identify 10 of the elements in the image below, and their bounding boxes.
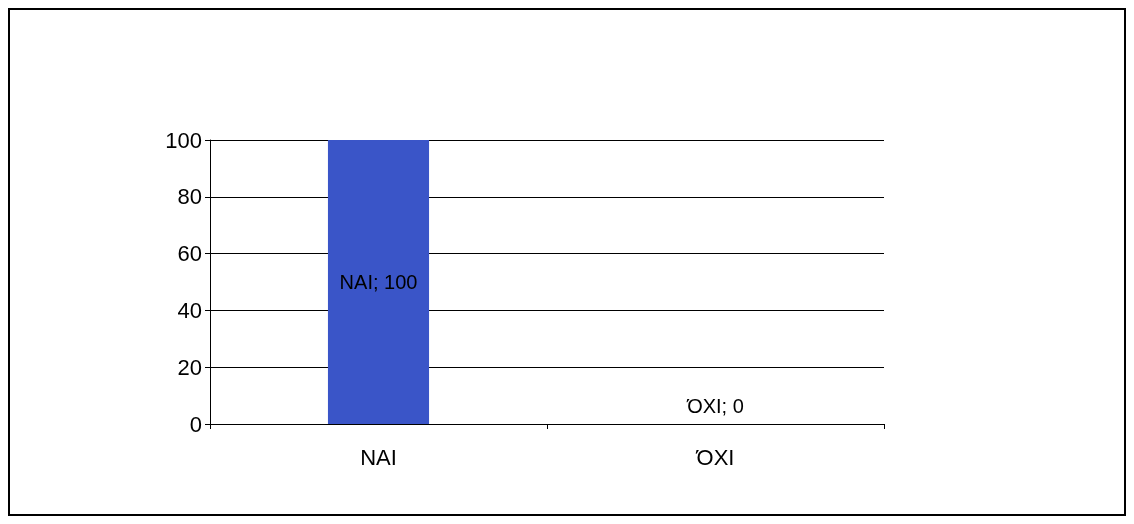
data-label: ΝΑΙ; 100 — [339, 271, 418, 293]
y-tick-label: 20 — [177, 354, 202, 380]
y-tick-label: 40 — [177, 297, 202, 323]
y-tick-label: 0 — [189, 411, 202, 437]
y-tick-label: 100 — [165, 127, 202, 153]
x-tick-label: ΌΧΙ — [695, 444, 735, 470]
data-label: ΌΧΙ; 0 — [686, 395, 744, 417]
x-tick-label: ΝΑΙ — [360, 444, 397, 470]
y-tick-label: 80 — [177, 184, 202, 210]
y-tick-label: 60 — [177, 241, 202, 267]
